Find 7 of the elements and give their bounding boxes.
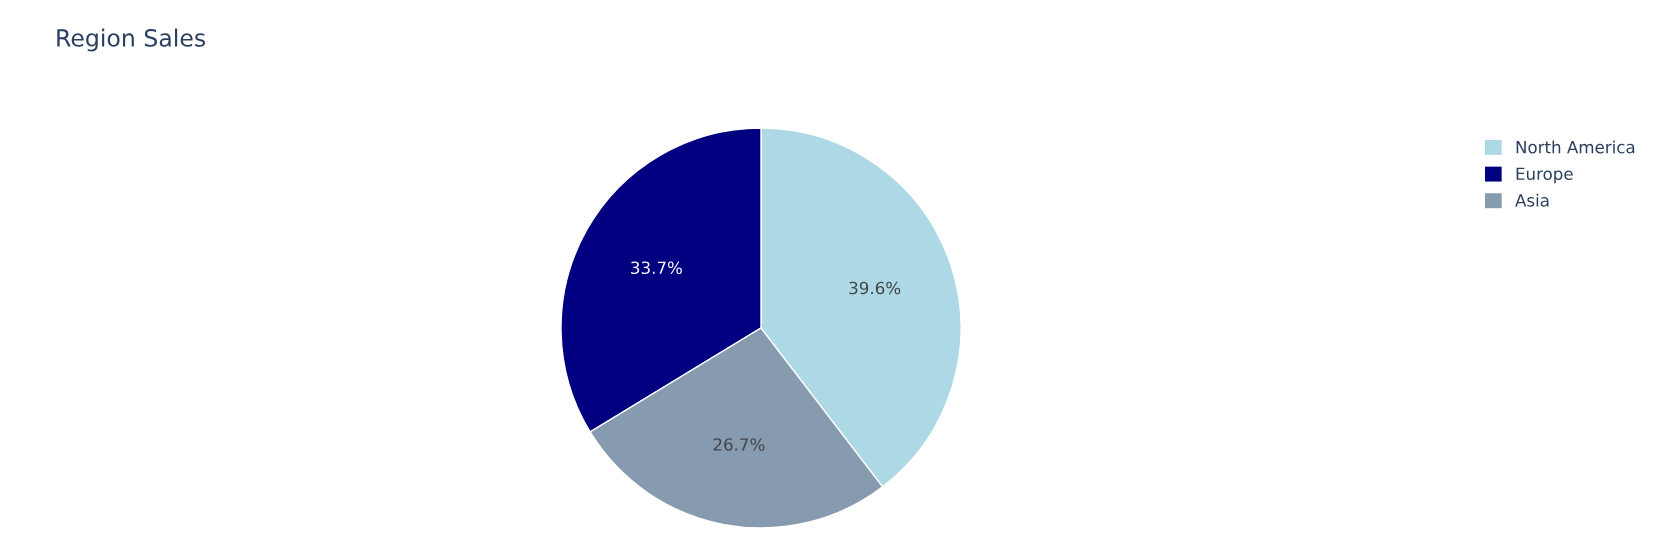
legend-label: Asia [1515,193,1549,207]
legend-label: North America [1516,140,1635,154]
text: Region Sales [57,28,206,52]
data-label: 33.7% [631,261,682,275]
data-label: 39.6% [849,281,901,295]
data-label: 26.7% [713,438,765,451]
legend-label: Europe [1516,167,1573,184]
